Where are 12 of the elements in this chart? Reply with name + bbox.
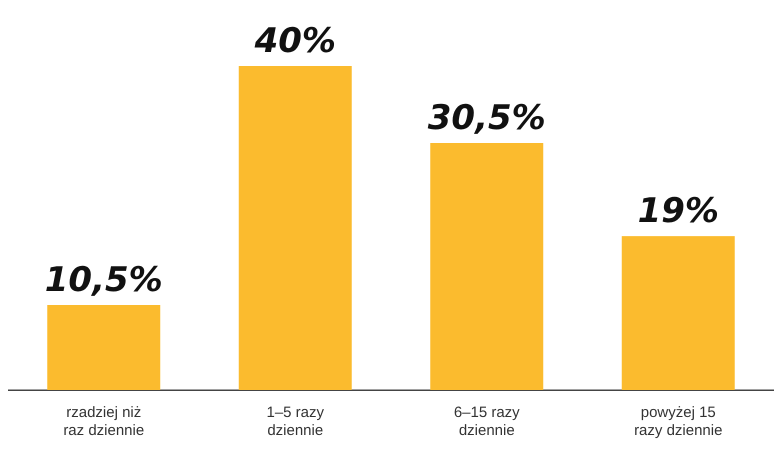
- x-tick-label: 6–15 razy dziennie: [454, 404, 520, 440]
- bar: [47, 304, 160, 390]
- bar: [238, 66, 352, 390]
- data-label: 10,5%: [44, 260, 163, 300]
- data-label: 30,5%: [428, 98, 546, 138]
- x-tick-label: 1–5 razy dziennie: [266, 404, 325, 440]
- x-tick-label: powyżej 15 razy dziennie: [634, 404, 722, 440]
- data-label: 19%: [638, 190, 719, 231]
- data-label: 40%: [254, 20, 336, 61]
- bar: [622, 236, 735, 390]
- bar: [430, 142, 544, 390]
- x-tick-label: rzadziej niż raz dziennie: [63, 404, 144, 440]
